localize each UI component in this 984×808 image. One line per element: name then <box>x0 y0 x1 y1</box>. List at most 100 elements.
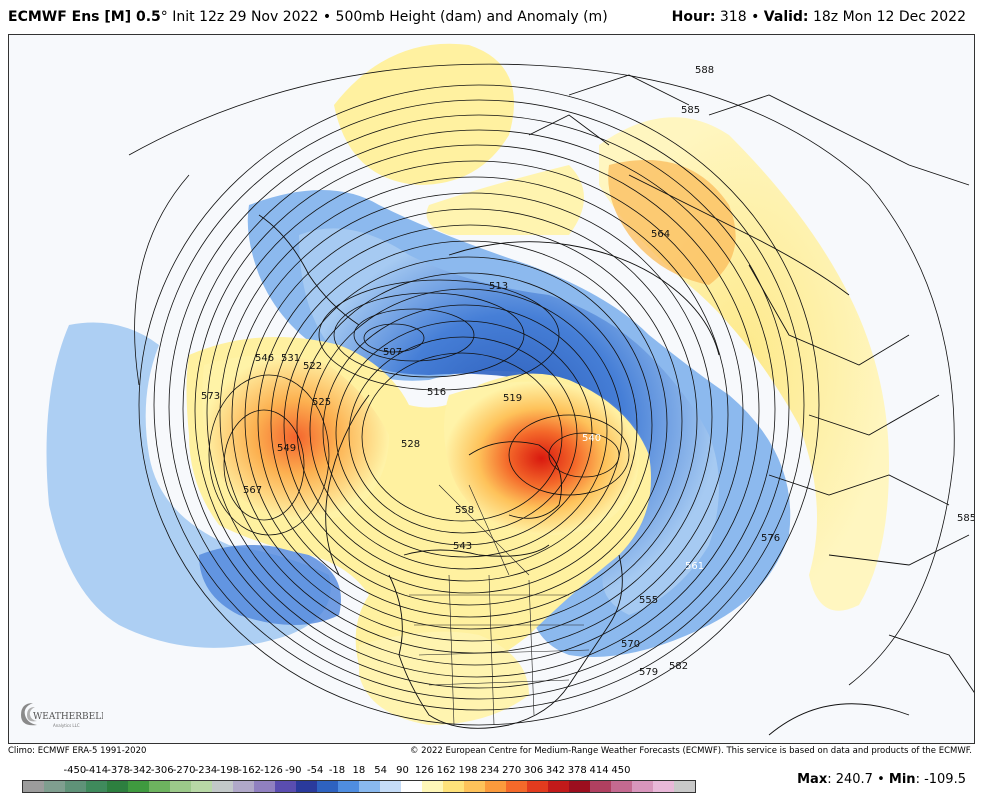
scale-swatch <box>254 781 275 792</box>
scale-swatch <box>632 781 653 792</box>
scale-tick-label: 126 <box>414 765 434 776</box>
scale-tick-label: -198 <box>216 765 240 776</box>
climo-note: Climo: ECMWF ERA-5 1991-2020 <box>8 746 147 756</box>
scale-swatch <box>86 781 107 792</box>
scale-tick-label: -162 <box>238 765 261 776</box>
forecast-hour: 318 <box>719 9 747 25</box>
scale-tick-label: 90 <box>396 765 409 776</box>
contour-label: 585 <box>375 743 394 744</box>
scale-tick-labels: -450 -414 -378 -342 -306 -270 -234 -198 -162 -126… <box>18 765 708 779</box>
contour-label: 576 <box>761 533 780 544</box>
init-time: Init 12z 29 Nov 2022 <box>172 9 319 25</box>
scale-tick-label: -234 <box>194 765 218 776</box>
scale-swatch <box>422 781 443 792</box>
contour-label: 543 <box>453 541 472 552</box>
contour-label: 507 <box>383 347 402 358</box>
scale-swatch <box>65 781 86 792</box>
scale-tick-label: 162 <box>436 765 456 776</box>
polar-map: 588 585 564 513 507 516 519 540 546 531 … <box>9 35 974 744</box>
scale-tick-label: -378 <box>107 765 130 776</box>
scale-swatch <box>548 781 569 792</box>
anomaly-color-scale <box>22 780 696 793</box>
min-value: -109.5 <box>924 772 966 787</box>
contour-label: 588 <box>695 65 714 76</box>
contour-label: 555 <box>639 595 658 606</box>
scale-swatch <box>233 781 254 792</box>
contour-label: 579 <box>639 667 658 678</box>
scale-swatch <box>359 781 380 792</box>
contour-label: 582 <box>669 661 688 672</box>
scale-tick-label: 54 <box>374 765 388 776</box>
scale-tick-label: -414 <box>85 765 109 776</box>
scale-swatch <box>212 781 233 792</box>
scale-swatch <box>527 781 548 792</box>
contour-label: 525 <box>312 397 331 408</box>
contour-label: 549 <box>277 443 296 454</box>
copyright-note: © 2022 European Centre for Medium-Range … <box>409 746 972 756</box>
scale-swatch <box>317 781 338 792</box>
max-value: 240.7 <box>835 772 873 787</box>
scale-tick-label: -90 <box>285 765 302 776</box>
contour-label: 567 <box>243 485 262 496</box>
scale-swatch <box>674 781 695 792</box>
valid-time: 18z Mon 12 Dec 2022 <box>812 9 966 25</box>
scale-swatch <box>170 781 191 792</box>
scale-swatch <box>464 781 485 792</box>
contour-label: 540 <box>582 433 601 444</box>
product-name: 500mb Height (dam) and Anomaly (m) <box>335 9 608 25</box>
scale-swatch <box>338 781 359 792</box>
svg-text:WEATHERBELL: WEATHERBELL <box>33 712 103 722</box>
svg-text:Analytics LLC: Analytics LLC <box>53 723 80 728</box>
contour-label: 528 <box>401 439 420 450</box>
contour-label: 516 <box>427 387 446 398</box>
contour-label: 585 <box>681 105 700 116</box>
scale-tick-label: -126 <box>260 765 283 776</box>
scale-swatch <box>23 781 44 792</box>
scale-tick-label: 18 <box>352 765 366 776</box>
contour-label: 531 <box>281 353 300 364</box>
scale-tick-label: -306 <box>150 765 174 776</box>
map-header: ECMWF Ens [M] 0.5° Init 12z 29 Nov 2022 … <box>0 0 984 34</box>
scale-swatch <box>107 781 128 792</box>
scale-tick-label: 378 <box>567 765 587 776</box>
scale-swatch <box>590 781 611 792</box>
scale-swatch <box>506 781 527 792</box>
contour-label: 564 <box>651 229 670 240</box>
scale-tick-label: 306 <box>524 765 544 776</box>
scale-swatch <box>653 781 674 792</box>
max-min-readout: Max: 240.7 • Min: -109.5 <box>797 772 966 787</box>
scale-swatch <box>275 781 296 792</box>
scale-swatch <box>380 781 401 792</box>
model-name: ECMWF Ens [M] 0.5 <box>8 9 161 25</box>
contour-label: 519 <box>503 393 522 404</box>
scale-swatch <box>485 781 506 792</box>
contour-label: 561 <box>685 561 704 572</box>
scale-tick-label: 270 <box>502 765 522 776</box>
scale-swatch <box>401 781 422 792</box>
scale-swatch <box>611 781 632 792</box>
coastlines <box>258 74 974 736</box>
scale-tick-label: 234 <box>480 765 500 776</box>
scale-swatch <box>443 781 464 792</box>
scale-swatch <box>149 781 170 792</box>
scale-tick-label: -18 <box>328 765 346 776</box>
contour-label: 522 <box>303 361 322 372</box>
scale-swatch <box>296 781 317 792</box>
weatherbell-logo: WEATHERBELL Analytics LLC <box>21 703 103 728</box>
scale-tick-label: 450 <box>611 765 631 776</box>
scale-tick-label: -342 <box>129 765 152 776</box>
scale-swatch <box>128 781 149 792</box>
scale-tick-label: -450 <box>63 765 87 776</box>
product-title: ECMWF Ens [M] 0.5° Init 12z 29 Nov 2022 … <box>8 9 608 25</box>
scale-tick-label: 198 <box>458 765 478 776</box>
height-contours <box>128 63 955 726</box>
contour-label: 546 <box>255 353 274 364</box>
state-borders <box>409 484 590 726</box>
valid-time-info: Hour: 318 • Valid: 18z Mon 12 Dec 2022 <box>671 9 966 25</box>
scale-tick-label: 342 <box>545 765 565 776</box>
scale-swatch <box>44 781 65 792</box>
contour-label: 513 <box>489 281 508 292</box>
contour-label: 570 <box>621 639 640 650</box>
scale-tick-label: 414 <box>589 765 609 776</box>
scale-swatch <box>569 781 590 792</box>
